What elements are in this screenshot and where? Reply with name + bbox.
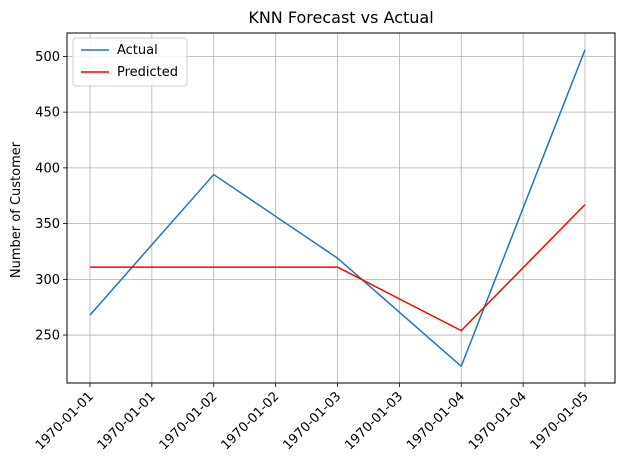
series-line-predicted [90,204,586,332]
x-tick-label: 1970-01-04 [404,389,468,453]
x-tick-label: 1970-01-02 [157,389,221,453]
y-tick-label: 450 [35,106,60,121]
legend-label-actual: Actual [117,43,158,58]
legend-label-predicted: Predicted [117,65,178,80]
x-tick-label: 1970-01-02 [218,389,282,453]
x-tick-label: 1970-01-05 [528,389,592,453]
series-line-actual [89,49,586,368]
chart-title: KNN Forecast vs Actual [248,8,433,27]
y-tick-label: 350 [35,217,60,232]
y-tick-label: 250 [35,329,60,344]
x-tick-label: 1970-01-01 [95,389,159,453]
y-tick-label: 400 [35,161,60,176]
x-tick-label: 1970-01-01 [33,389,97,453]
y-axis-label: Number of Customer [9,141,24,278]
x-tick-label: 1970-01-04 [466,389,530,453]
y-tick-label: 500 [35,50,60,65]
ticks: 1970-01-011970-01-011970-01-021970-01-02… [33,50,592,453]
y-tick-label: 300 [35,273,60,288]
x-tick-label: 1970-01-03 [342,389,406,453]
series-layer [89,49,586,368]
x-tick-label: 1970-01-03 [280,389,344,453]
legend: Actual Predicted [72,37,188,87]
plot-frame [66,32,616,384]
grid [67,33,615,383]
